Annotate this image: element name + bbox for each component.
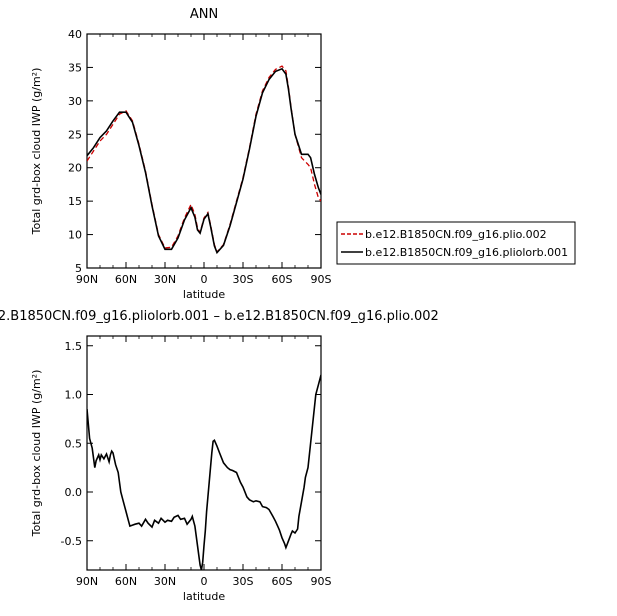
chart1-y-tick-label: 10 [68,229,82,242]
chart1-series-line-1 [87,65,321,254]
chart2-x-tick-label: 30S [233,575,254,588]
chart1-y-tick-label: 40 [68,28,82,41]
chart2-y-axis-label: Total grd-box cloud IWP (g/m²) [30,370,43,538]
chart1-y-tick-label: 30 [68,95,82,108]
chart2-y-tick-label: 0.0 [65,486,83,499]
chart2-x-tick-label: 90N [76,575,98,588]
chart2-x-tick-label: 30N [154,575,176,588]
chart1-y-tick-label: 15 [68,195,82,208]
chart1-legend-label-2: b.e12.B1850CN.f09_g16.pliolorb.001 [365,246,568,259]
chart1-x-axis-label: latitude [183,288,225,301]
chart1-x-tick-label: 30N [154,273,176,286]
chart1-plot-frame [86,33,322,269]
chart2-title: b.e12.B1850CN.f09_g16.pliolorb.001 – b.e… [0,309,439,324]
chart1-x-tick-label: 90N [76,273,98,286]
chart1-x-tick-label: 30S [233,273,254,286]
chart2-y-tick-label: 1.0 [65,389,83,402]
chart2-x-tick-label: 60N [115,575,137,588]
chart1-legend-label-1: b.e12.B1850CN.f09_g16.plio.002 [365,228,547,241]
chart2-plot-frame [86,335,322,571]
chart2-y-tick-label: -0.5 [61,535,82,548]
chart2-y-tick-label: 0.5 [65,437,83,450]
chart1-y-axis-label: Total grd-box cloud IWP (g/m²) [30,68,43,236]
chart2-x-tick-label: 90S [311,575,332,588]
chart2-series-line-1 [87,374,321,570]
chart1-x-tick-label: 0 [201,273,208,286]
chart1-x-tick-label: 90S [311,273,332,286]
chart2-x-axis-label: latitude [183,590,225,603]
chart1-x-tick-label: 60N [115,273,137,286]
chart1-y-tick-label: 5 [75,262,82,275]
chart1-title: ANN [190,7,218,22]
chart1-x-tick-label: 60S [272,273,293,286]
chart1-y-tick-label: 25 [68,128,82,141]
chart1-series-line-2 [87,67,321,255]
chart1-y-tick-label: 20 [68,162,82,175]
chart2-x-tick-label: 60S [272,575,293,588]
chart2-y-tick-label: 1.5 [65,340,83,353]
chart1-legend-box [336,221,576,265]
chart1-y-tick-label: 35 [68,61,82,74]
chart2-x-tick-label: 0 [201,575,208,588]
